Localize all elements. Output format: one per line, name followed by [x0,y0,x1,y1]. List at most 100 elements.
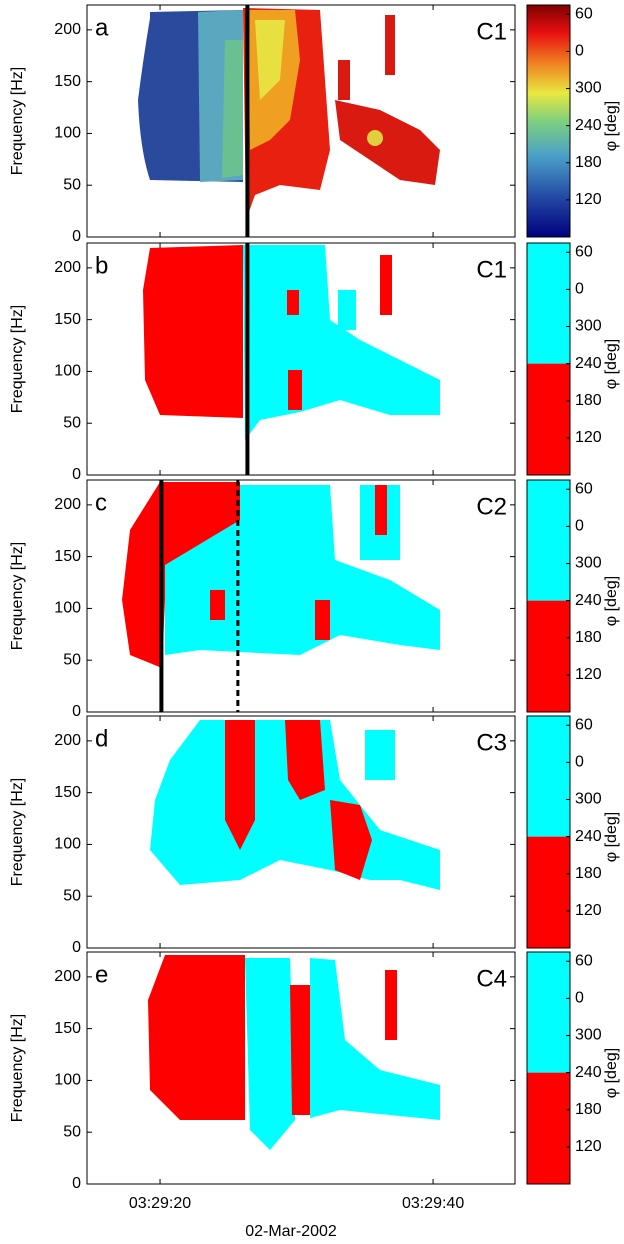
colorbar-tick-label: 300 [575,1027,602,1044]
colorbar-red [527,363,570,475]
colorbar-tick-label: 300 [575,555,602,572]
spacecraft-label: C4 [476,965,507,992]
y-tick-label: 50 [63,651,81,668]
x-tick-label: 03:29:40 [402,1195,464,1212]
panel-label: a [95,14,109,41]
colorbar-cyan [527,480,570,601]
y-tick-label: 0 [72,1175,81,1192]
plot-frame [86,951,516,1185]
colorbar-tick-label: 180 [575,154,602,171]
y-tick-label: 200 [54,21,81,38]
colorbar-label: φ [deg] [603,339,620,389]
colorbar-tick-label: 180 [575,865,602,882]
y-tick-label: 50 [63,176,81,193]
colorbar-tick-label: 240 [575,1064,602,1081]
colorbar [527,5,570,237]
y-tick-label: 100 [54,600,81,617]
phase-map-e [148,955,440,1150]
colorbar-label: φ [deg] [603,576,620,626]
phase-map-b [143,245,440,440]
y-axis-label: Frequency [Hz] [9,67,26,175]
colorbar-tick-label: 240 [575,828,602,845]
y-tick-label: 150 [54,1020,81,1037]
spacecraft-label: C1 [476,18,507,45]
panel-label: d [95,725,108,752]
phase-map-d [150,720,440,890]
y-tick-label: 150 [54,311,81,328]
colorbar-tick-label: 60 [575,480,593,497]
colorbar-frame [526,715,571,949]
panel-label: c [95,489,107,516]
x-axis-label: 02-Mar-2002 [245,1223,337,1240]
phase-map-c [122,482,440,668]
y-tick-label: 200 [54,968,81,985]
panel-label: b [95,252,108,279]
y-tick-label: 200 [54,496,81,513]
colorbar-tick-label: 240 [575,355,602,372]
colorbar-frame [526,242,571,476]
y-tick-label: 150 [54,73,81,90]
y-tick-label: 150 [54,548,81,565]
colorbar-tick-label: 60 [575,716,593,733]
colorbar-tick-label: 180 [575,1101,602,1118]
colorbar-tick-label: 300 [575,318,602,335]
colorbar-label: φ [deg] [603,812,620,862]
spacecraft-label: C2 [476,493,507,520]
plot-frame [86,479,516,713]
y-tick-label: 50 [63,414,81,431]
colorbar-red [527,836,570,948]
colorbar-tick-label: 60 [575,952,593,969]
y-tick-label: 100 [54,125,81,142]
y-tick-label: 100 [54,363,81,380]
colorbar-label: φ [deg] [603,1048,620,1098]
colorbar-frame [526,479,571,713]
colorbar-frame [526,951,571,1185]
y-tick-label: 0 [72,939,81,956]
colorbar-tick-label: 0 [575,43,584,60]
colorbar-tick-label: 120 [575,429,602,446]
y-tick-label: 100 [54,1072,81,1089]
plot-frame [86,715,516,949]
colorbar-tick-label: 120 [575,1138,602,1155]
colorbar-tick-label: 120 [575,666,602,683]
y-axis-label: Frequency [Hz] [9,542,26,650]
colorbar-label: φ [deg] [603,101,620,151]
y-tick-label: 50 [63,1123,81,1140]
colorbar-tick-label: 60 [575,5,593,22]
colorbar-frame [526,4,571,238]
y-tick-label: 50 [63,887,81,904]
y-tick-label: 200 [54,259,81,276]
y-tick-label: 200 [54,732,81,749]
colorbar-cyan [527,952,570,1073]
colorbar-tick-label: 0 [575,281,584,298]
colorbar-tick-label: 0 [575,518,584,535]
y-tick-label: 100 [54,836,81,853]
colorbar-tick-label: 300 [575,80,602,97]
plot-frame [86,242,516,476]
y-tick-label: 150 [54,784,81,801]
colorbar-cyan [527,243,570,364]
y-axis-label: Frequency [Hz] [9,778,26,886]
colorbar-cyan [527,716,570,837]
phase-map-a [138,8,440,220]
colorbar-tick-label: 240 [575,592,602,609]
colorbar-tick-label: 240 [575,117,602,134]
colorbar-tick-label: 0 [575,754,584,771]
colorbar-tick-label: 180 [575,392,602,409]
spacecraft-label: C1 [476,256,507,283]
colorbar-red [527,600,570,712]
y-tick-label: 0 [72,703,81,720]
colorbar-tick-label: 120 [575,191,602,208]
y-axis-label: Frequency [Hz] [9,1014,26,1122]
y-axis-label: Frequency [Hz] [9,305,26,413]
colorbar-tick-label: 60 [575,243,593,260]
x-tick-label: 03:29:20 [129,1195,191,1212]
colorbar-tick-label: 300 [575,791,602,808]
spacecraft-label: C3 [476,729,507,756]
colorbar-tick-label: 120 [575,902,602,919]
colorbar-tick-label: 0 [575,990,584,1007]
colorbar-red [527,1072,570,1184]
colorbar-tick-label: 180 [575,629,602,646]
panel-label: e [95,961,108,988]
